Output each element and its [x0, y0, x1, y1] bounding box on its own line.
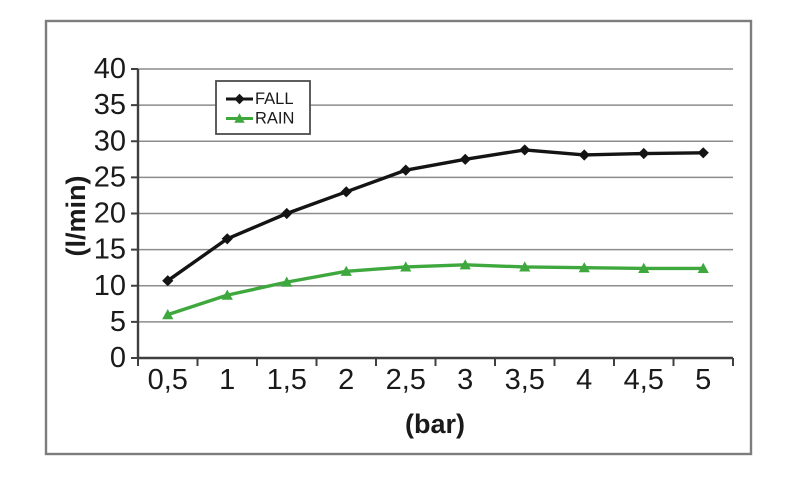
marker-rain [221, 289, 233, 300]
marker-fall [400, 164, 412, 176]
x-tick-label: 4,5 [624, 364, 664, 396]
marker-rain [638, 262, 650, 274]
x-tick-label: 4 [576, 364, 592, 396]
x-tick-label: 5 [695, 364, 711, 396]
chart-generated-layer: 0 5 10 15 20 25 30 35 40 0,5 1 1,5 2 2,5 3 3,5 4 4,5 5 FALL… [44, 19, 753, 456]
marker-fall [519, 144, 531, 156]
marker-rain [697, 262, 709, 274]
x-tick-label: 2 [338, 364, 354, 396]
y-tick-label: 40 [94, 53, 126, 85]
y-tick-label: 20 [94, 198, 126, 230]
marker-rain [519, 261, 531, 272]
marker-fall [638, 147, 650, 160]
legend-box [215, 80, 311, 135]
x-axis-title: (bar) [405, 409, 465, 439]
y-tick-label: 5 [110, 306, 126, 338]
legend-label-rain: RAIN [255, 110, 294, 128]
marker-rain [340, 265, 352, 276]
series-line-rain [166, 263, 705, 317]
legend-marker-rain [234, 113, 245, 123]
marker-rain [400, 261, 412, 272]
marker-fall [459, 153, 471, 165]
y-tick-label: 15 [94, 234, 126, 266]
marker-fall [340, 186, 352, 198]
chart-frame [44, 19, 753, 456]
x-tick-label: 3,5 [505, 364, 545, 396]
x-tick-label: 3 [457, 364, 473, 396]
x-tick-label: 0,5 [148, 364, 188, 396]
y-axis-title: (l/min) [61, 176, 91, 257]
y-tick-label: 35 [94, 89, 126, 121]
y-tick-label: 10 [94, 270, 126, 302]
marker-rain [281, 276, 293, 287]
marker-rain [162, 309, 174, 320]
series-line-fall [166, 148, 705, 283]
legend-marker-fall [234, 93, 245, 105]
y-tick-label: 25 [94, 161, 126, 193]
marker-fall [221, 233, 233, 245]
marker-fall [162, 275, 174, 287]
x-tick-label: 2,5 [386, 364, 426, 396]
marker-rain [459, 259, 471, 270]
marker-fall [281, 207, 293, 220]
marker-fall [578, 149, 590, 161]
marker-rain [578, 262, 590, 273]
legend-label-fall: FALL [255, 90, 294, 108]
y-tick-label: 30 [94, 125, 126, 157]
marker-fall [697, 147, 709, 159]
x-tick-label: 1,5 [267, 364, 307, 396]
x-tick-label: 1 [219, 364, 235, 396]
y-tick-label: 0 [110, 342, 126, 374]
